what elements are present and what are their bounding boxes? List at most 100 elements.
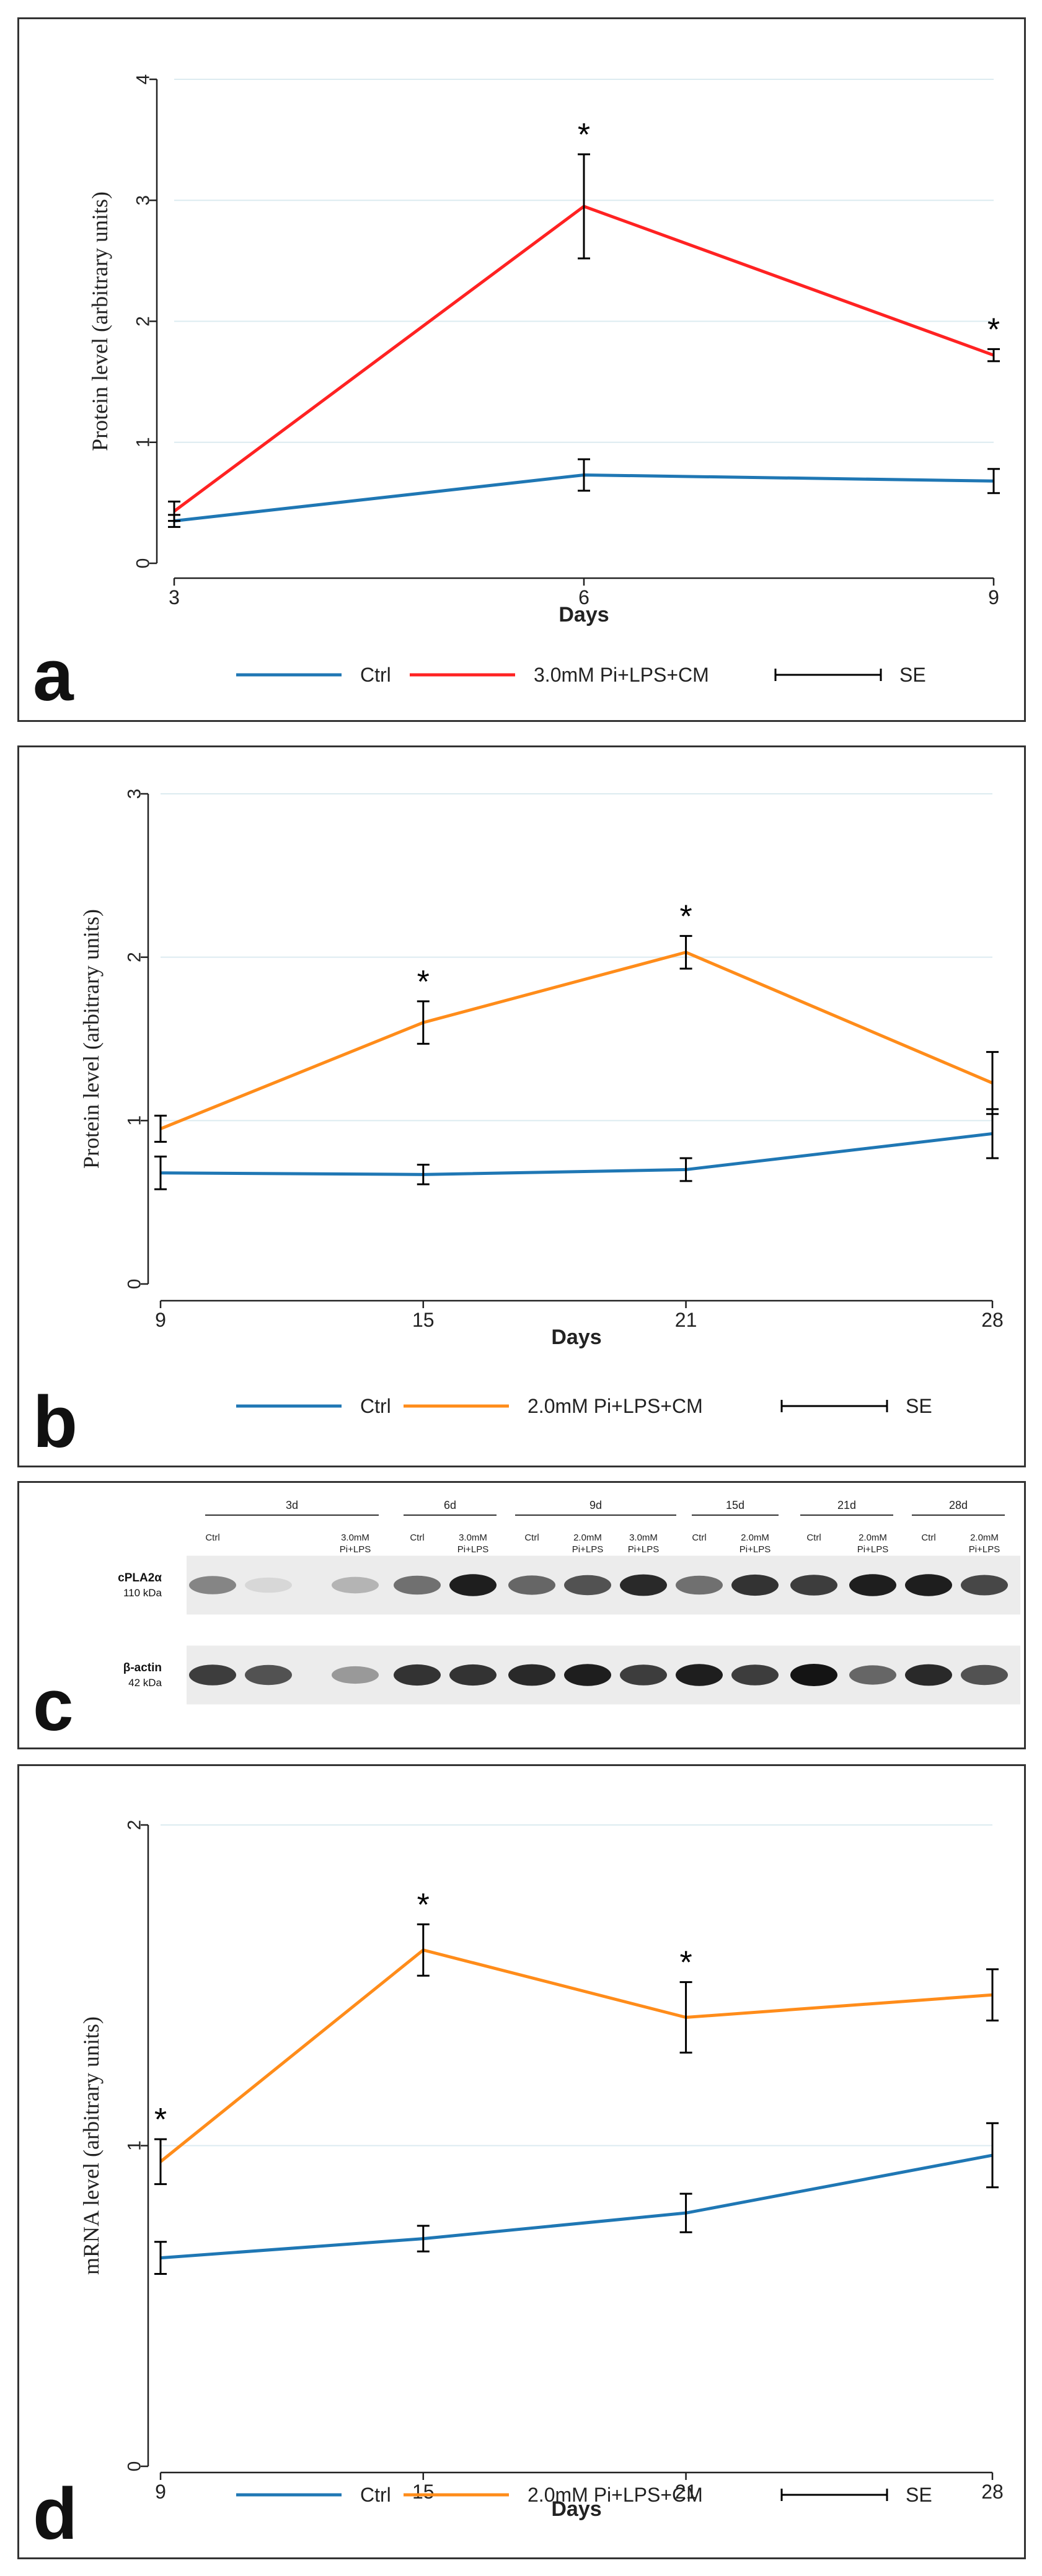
blot-protein-name: β-actin xyxy=(123,1661,162,1674)
chart-d-significance-star: * xyxy=(679,1945,692,1981)
chart-b-x-axis-title: Days xyxy=(551,1325,601,1349)
chart-b: 0 1 2 3 9 15 21 28 Days Protein level (arbitrary … xyxy=(79,789,1004,1417)
blot-band xyxy=(394,1575,441,1595)
chart-a-significance-star: * xyxy=(987,312,1000,348)
chart-a-x-tick-label: 3 xyxy=(169,586,180,609)
blot-band xyxy=(620,1574,667,1596)
chart-b-significance-star: * xyxy=(417,964,430,1000)
chart-a-y-tick-label: 0 xyxy=(133,558,154,569)
blot-lane-label: Pi+LPS xyxy=(340,1544,371,1555)
blot-band xyxy=(790,1575,837,1596)
blot-band xyxy=(449,1664,497,1686)
chart-d-x-tick-label: 15 xyxy=(412,2481,435,2503)
chart-d-legend-se-label: SE xyxy=(906,2484,932,2506)
chart-a-y-tick-label: 1 xyxy=(133,437,154,447)
chart-b-legend-treatment-label: 2.0mM Pi+LPS+CM xyxy=(528,1395,703,1417)
chart-a-legend-treatment-label: 3.0mM Pi+LPS+CM xyxy=(534,664,709,686)
chart-d-y-axis-title: mRNA level (arbitrary units) xyxy=(79,2016,104,2275)
blot-group-label: 6d xyxy=(444,1499,456,1511)
blot-lane-label: 2.0mM xyxy=(741,1532,769,1543)
blot-group-label: 21d xyxy=(837,1499,856,1511)
chart-d-x-axis-title: Days xyxy=(551,2497,601,2521)
blot-band xyxy=(620,1664,667,1686)
blot-band xyxy=(849,1574,896,1596)
blot-group-label: 15d xyxy=(726,1499,744,1511)
blot-lane-label: Ctrl xyxy=(410,1532,424,1543)
blot-lane-label: Pi+LPS xyxy=(740,1544,770,1555)
blot-lane-label: Ctrl xyxy=(806,1532,821,1543)
chart-b-x-tick-label: 9 xyxy=(155,1309,166,1331)
blot-band xyxy=(449,1574,497,1596)
chart-b-y-axis-title: Protein level (arbitrary units) xyxy=(79,909,104,1169)
panel-d-letter: d xyxy=(33,2473,78,2555)
chart-a: 0 1 2 3 4 3 6 9 Days Protein level (arbitrary uni… xyxy=(87,74,1000,686)
chart-d-y-tick-label: 1 xyxy=(125,2140,145,2151)
blot-band xyxy=(905,1574,952,1596)
chart-a-y-tick-label: 4 xyxy=(133,74,154,85)
chart-d-series-treatment-line xyxy=(159,1948,993,2163)
blot-lane-label: 2.0mM xyxy=(970,1532,999,1543)
blot-band xyxy=(676,1575,723,1595)
blot-band xyxy=(676,1664,723,1686)
blot-band xyxy=(245,1577,292,1593)
chart-b-legend-se-label: SE xyxy=(906,1395,932,1417)
chart-a-legend-ctrl-label: Ctrl xyxy=(360,664,391,686)
panel-a: 0 1 2 3 4 3 6 9 Days Protein level (arbitrary uni… xyxy=(17,17,1026,722)
blot-band xyxy=(189,1576,236,1594)
blot-lane-label: 3.0mM xyxy=(341,1532,369,1543)
blot-lane-label: Pi+LPS xyxy=(969,1544,1000,1555)
chart-d-legend-ctrl-label: Ctrl xyxy=(360,2484,391,2506)
chart-a-y-axis-title: Protein level (arbitrary units) xyxy=(87,191,112,451)
chart-a-x-axis-title: Days xyxy=(559,603,609,626)
blot-lane-label: Pi+LPS xyxy=(857,1544,888,1555)
blot-band xyxy=(332,1576,379,1594)
panel-c: 3dCtrl3.0mMPi+LPS+CM6dCtrl3.0mMPi+LPS+CM… xyxy=(17,1481,1026,1749)
blot-band xyxy=(849,1665,896,1685)
chart-a-x-tick-label: 9 xyxy=(988,586,999,609)
blot-protein-size: 110 kDa xyxy=(123,1587,162,1599)
blot-band xyxy=(508,1575,555,1595)
chart-b-x-tick-label: 28 xyxy=(981,1309,1004,1331)
chart-b-y-tick-label: 3 xyxy=(125,789,145,799)
chart-d-significance-star: * xyxy=(417,1887,430,1923)
blot-band xyxy=(731,1574,779,1596)
blot-lane-label: 3.0mM xyxy=(459,1532,487,1543)
blot-lane-label: 3.0mM xyxy=(629,1532,658,1543)
blot-lane-label: Ctrl xyxy=(205,1532,219,1543)
chart-d-x-tick-label: 28 xyxy=(981,2481,1004,2503)
chart-b-y-tick-label: 1 xyxy=(125,1115,145,1126)
chart-b-x-tick-label: 21 xyxy=(675,1309,697,1331)
blot-lane-label: Pi+LPS xyxy=(572,1544,603,1555)
blot-group-label: 3d xyxy=(286,1499,298,1511)
panel-a-letter: a xyxy=(33,635,74,716)
chart-b-significance-star: * xyxy=(679,899,692,934)
chart-d-x-tick-label: 9 xyxy=(155,2481,166,2503)
blot-lane-label: 2.0mM xyxy=(573,1532,602,1543)
chart-b-y-tick-label: 0 xyxy=(125,1279,145,1290)
blot-lane-label: Ctrl xyxy=(921,1532,935,1543)
chart-a-y-tick-label: 3 xyxy=(133,195,154,206)
chart-b-y-tick-label: 2 xyxy=(125,952,145,962)
panel-c-letter: c xyxy=(33,1664,74,1746)
chart-d-significance-star: * xyxy=(154,2102,167,2138)
blot-band xyxy=(245,1664,292,1686)
chart-a-y-tick-label: 2 xyxy=(133,316,154,327)
chart-a-significance-star: * xyxy=(578,117,590,153)
blot-protein-name: cPLA2α xyxy=(118,1572,162,1585)
blot-band xyxy=(332,1666,379,1684)
blot-band xyxy=(731,1664,779,1686)
blot-band xyxy=(790,1664,837,1686)
chart-d-y-tick-label: 2 xyxy=(125,1820,145,1831)
blot-band xyxy=(189,1664,236,1686)
blot-band xyxy=(564,1664,611,1686)
chart-b-legend-ctrl-label: Ctrl xyxy=(360,1395,391,1417)
chart-b-x-tick-label: 15 xyxy=(412,1309,435,1331)
blot-group-label: 28d xyxy=(949,1499,968,1511)
blot-lane-label: 2.0mM xyxy=(859,1532,887,1543)
chart-d-y-tick-label: 0 xyxy=(125,2461,145,2472)
panel-d: 0 1 2 9 15 21 28 Days mRNA level (arbitrary unit… xyxy=(17,1764,1026,2559)
blot-lane-label: Pi+LPS xyxy=(628,1544,659,1555)
blot-lane-label: Ctrl xyxy=(524,1532,539,1543)
blot-c: 3dCtrl3.0mMPi+LPS+CM6dCtrl3.0mMPi+LPS+CM… xyxy=(118,1499,1020,1705)
blot-band xyxy=(394,1664,441,1686)
